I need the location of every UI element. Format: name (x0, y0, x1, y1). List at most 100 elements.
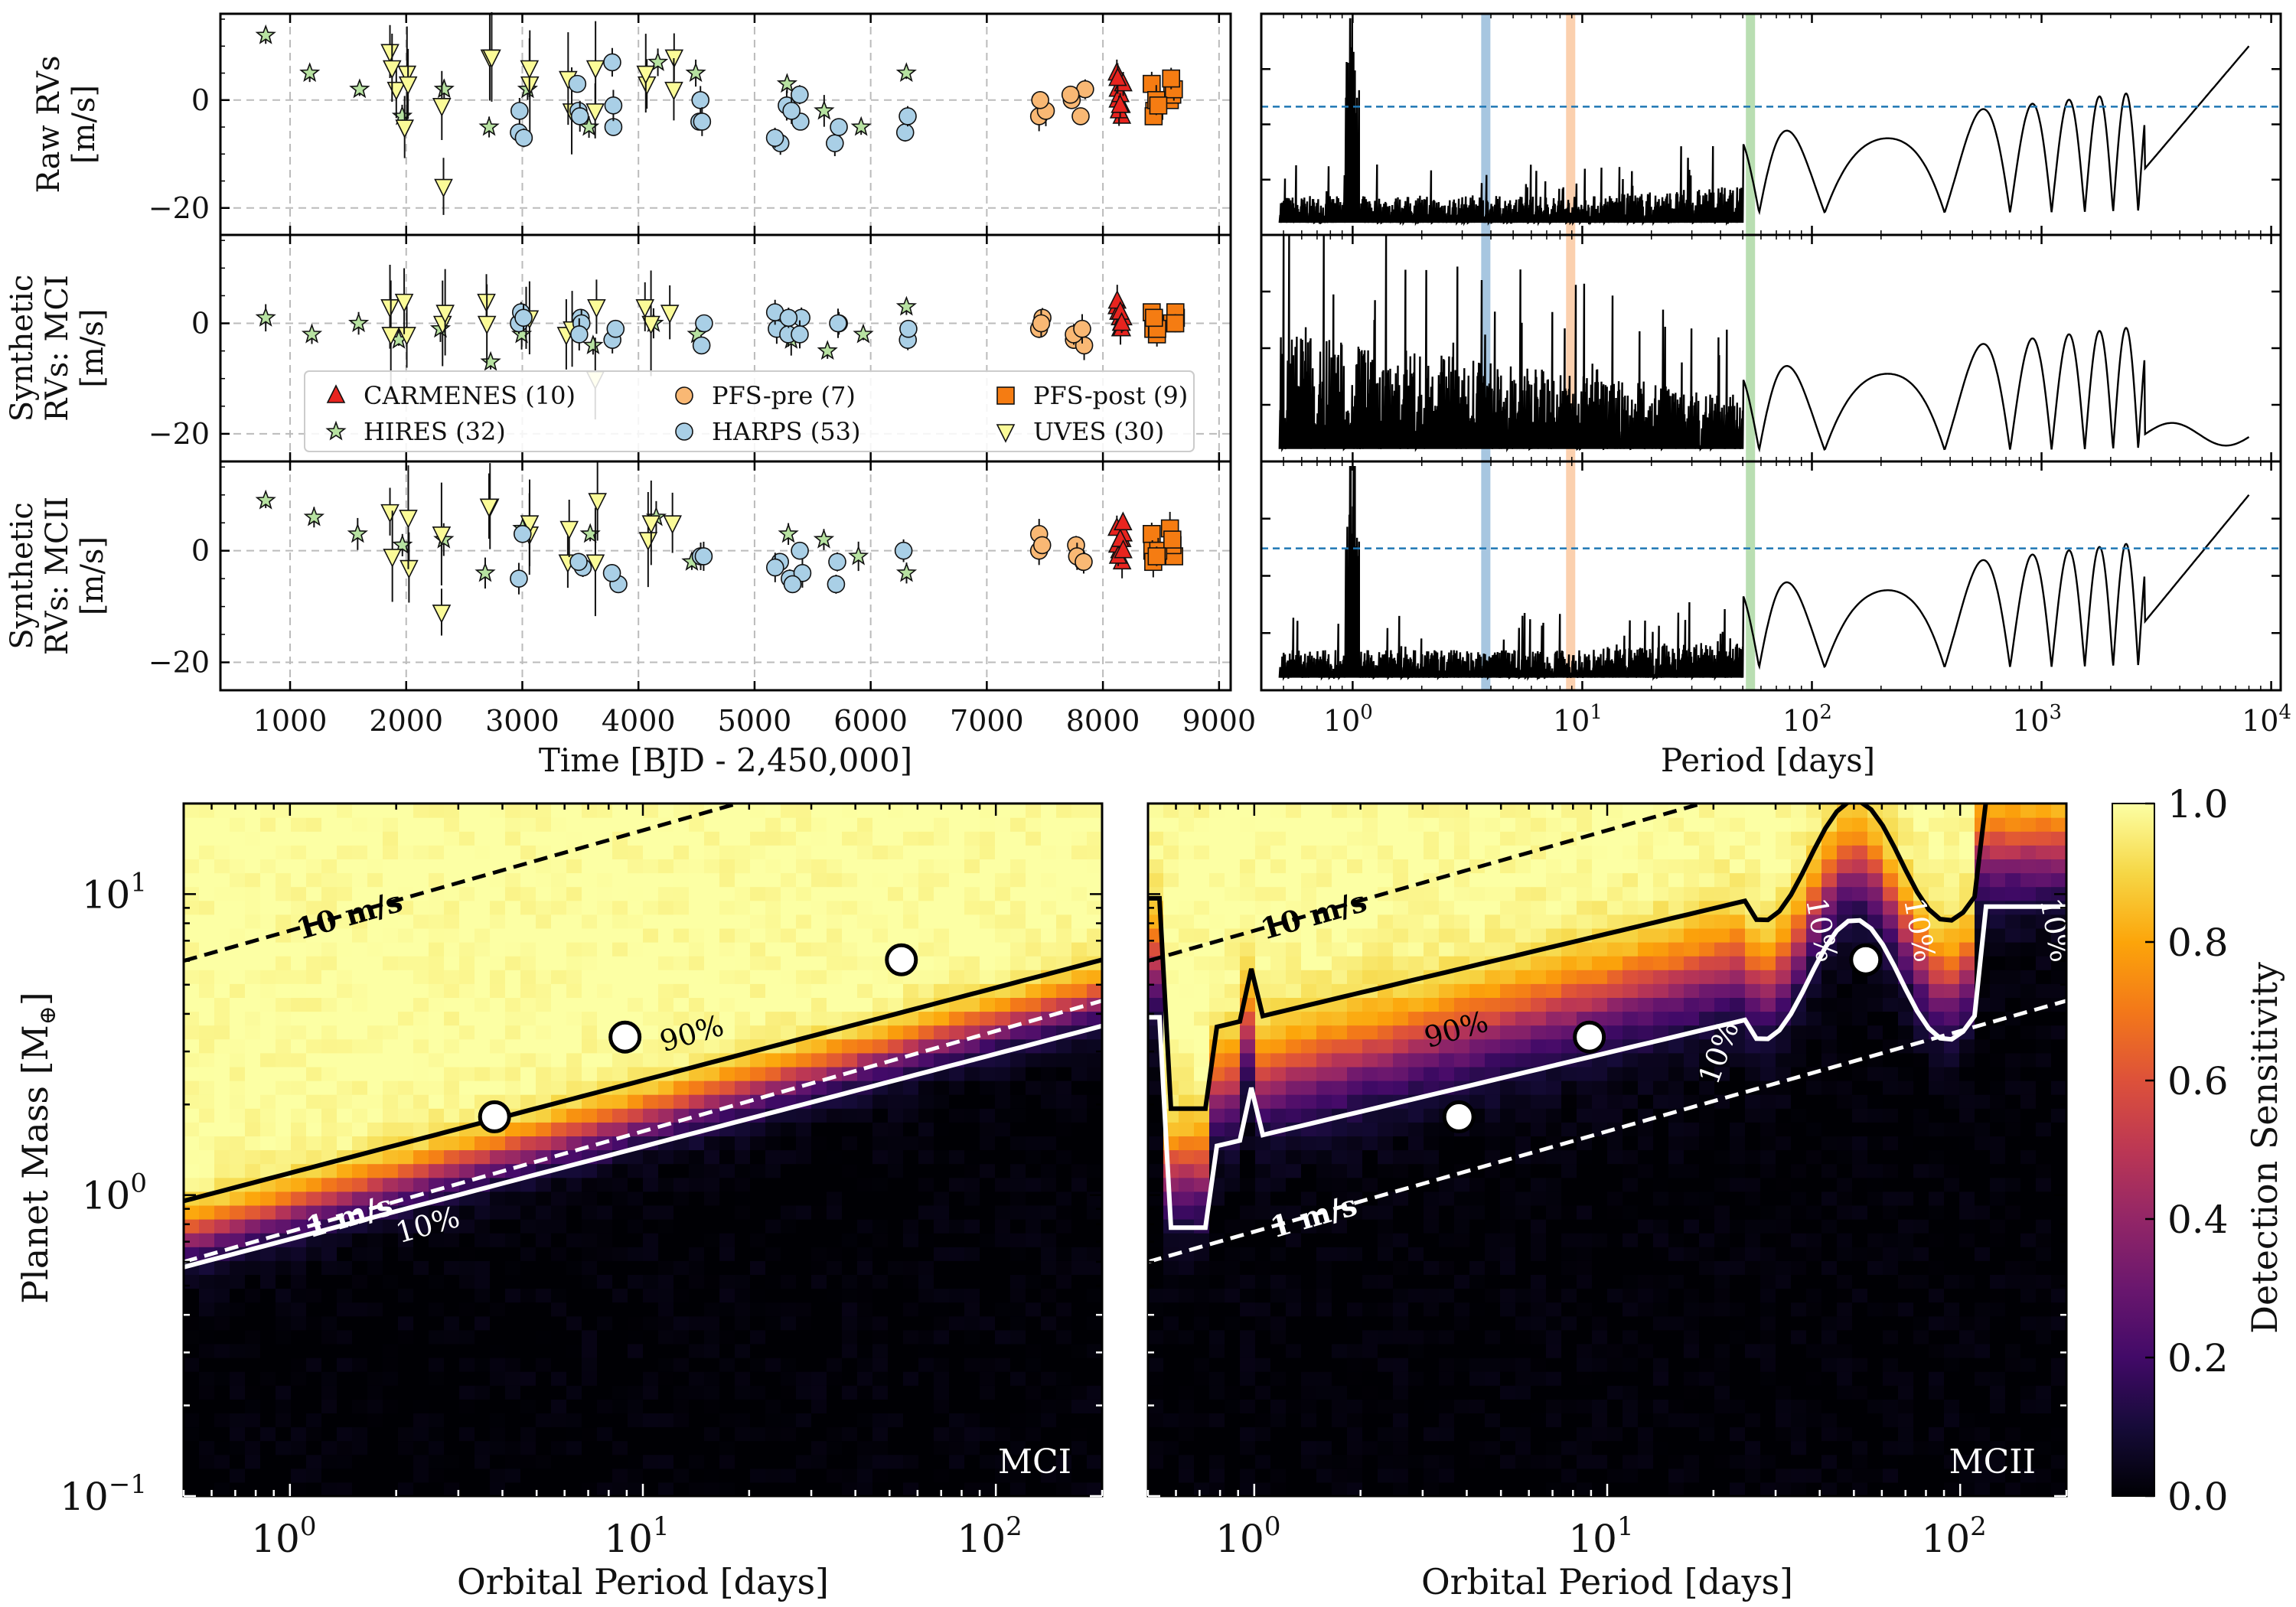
heatmap-cell (1026, 1413, 1042, 1428)
heatmap-cell (765, 831, 781, 846)
heatmap-cell (612, 804, 628, 818)
heatmap-cell (872, 914, 889, 929)
heatmap-cell (1270, 1108, 1287, 1123)
heatmap-cell (995, 1163, 1011, 1178)
heatmap-cell (184, 831, 200, 846)
heatmap-cell (352, 1122, 368, 1136)
heatmap-cell (398, 956, 414, 970)
heatmap-cell (276, 1108, 292, 1123)
heatmap-cell (245, 1163, 261, 1178)
heatmap-cell (459, 1329, 475, 1345)
heatmap-cell (505, 1274, 521, 1289)
heatmap-cell (1301, 1302, 1317, 1317)
heatmap-cell (321, 1108, 338, 1123)
heatmap-cell (1225, 831, 1241, 846)
heatmap-cell (857, 1191, 873, 1206)
heatmap-cell (964, 1081, 980, 1095)
heatmap-cell (888, 1468, 904, 1483)
heatmap-cell (842, 956, 858, 970)
heatmap-cell (903, 845, 919, 859)
heatmap-cell (765, 1371, 781, 1386)
heatmap-cell (459, 1219, 475, 1234)
heatmap-cell (612, 970, 628, 984)
heatmap-cell (1148, 1399, 1164, 1413)
heatmap-cell (520, 1288, 536, 1303)
heatmap-cell (980, 1122, 996, 1136)
rv-point-harps (510, 569, 528, 588)
heatmap-cell (367, 1413, 383, 1428)
heatmap-cell (934, 1011, 950, 1026)
heatmap-cell (918, 956, 934, 970)
heatmap-cell (1179, 942, 1195, 957)
heatmap-cell (796, 1413, 812, 1428)
highlight-band (1746, 235, 1756, 461)
heatmap-cell (505, 1260, 521, 1275)
heatmap-cell (1240, 817, 1256, 832)
heatmap-cell (1316, 927, 1332, 943)
heatmap-cell (1255, 1482, 1271, 1496)
heatmap-cell (735, 1274, 751, 1289)
heatmap-cell (1209, 1413, 1225, 1428)
heatmap-cell (1240, 1302, 1256, 1317)
heatmap-cell (1255, 1399, 1271, 1413)
heatmap-cell (934, 927, 950, 943)
heatmap-cell (1301, 817, 1317, 832)
rv-point-pfs-post (1162, 69, 1181, 88)
heatmap-cell (658, 1358, 674, 1372)
heatmap-cell (842, 1177, 858, 1192)
heatmap-cell (520, 1191, 536, 1206)
heatmap-cell (1255, 1440, 1271, 1455)
heatmap-cell (1255, 872, 1271, 888)
heatmap-cell (1225, 804, 1241, 818)
heatmap-cell (459, 1426, 475, 1442)
heatmap-cell (1332, 1149, 1348, 1165)
heatmap-cell (781, 845, 797, 859)
heatmap-cell (1378, 1081, 1394, 1095)
heatmap-cell (888, 900, 904, 915)
heatmap-cell (1408, 1108, 1424, 1123)
heatmap-cell (214, 1260, 230, 1275)
heatmap-cell (949, 942, 965, 957)
heatmap-cell (704, 1011, 720, 1026)
rv-point-uves (394, 293, 414, 313)
heatmap-cell (612, 1163, 628, 1178)
heatmap-cell (658, 983, 674, 998)
heatmap-cell (367, 1191, 383, 1206)
heatmap-cell (1194, 817, 1210, 832)
heatmap-cell (1286, 1149, 1302, 1165)
heatmap-cell (505, 1219, 521, 1234)
heatmap-cell (1270, 831, 1287, 846)
heatmap-cell (1026, 1468, 1042, 1483)
heatmap-cell (1255, 1385, 1271, 1400)
heatmap-cell (1041, 1247, 1057, 1261)
heatmap-cell (673, 1233, 690, 1247)
heatmap-cell (995, 1371, 1011, 1386)
heatmap-cell (1087, 1122, 1102, 1136)
heatmap-cell (1347, 914, 1363, 929)
heatmap-cell (505, 1399, 521, 1413)
heatmap-y-tick-label: 100 (82, 1169, 147, 1218)
heatmap-cell (643, 859, 659, 874)
heatmap-cell (1255, 1204, 1271, 1220)
heatmap-cell (429, 817, 445, 832)
heatmap-cell (980, 1302, 996, 1317)
heatmap-cell (245, 1399, 261, 1413)
heatmap-cell (230, 1219, 246, 1234)
heatmap-cell (505, 1288, 521, 1303)
heatmap-cell (566, 1108, 582, 1123)
heatmap-cell (673, 942, 690, 957)
heatmap-cell (1010, 1052, 1026, 1068)
heatmap-cell (995, 1399, 1011, 1413)
heatmap-cell (459, 914, 475, 929)
heatmap-cell (903, 1260, 919, 1275)
heatmap-cell (551, 1468, 567, 1483)
periodogram-panel-2 (1260, 460, 2282, 692)
heatmap-cell (719, 997, 735, 1012)
tick-label: −20 (148, 417, 210, 451)
heatmap-cell (1056, 1038, 1072, 1054)
heatmap-cell (643, 1399, 659, 1413)
heatmap-cell (995, 1066, 1011, 1081)
heatmap-cell (1286, 1329, 1302, 1345)
heatmap-cell (597, 1399, 613, 1413)
heatmap-cell (903, 1274, 919, 1289)
